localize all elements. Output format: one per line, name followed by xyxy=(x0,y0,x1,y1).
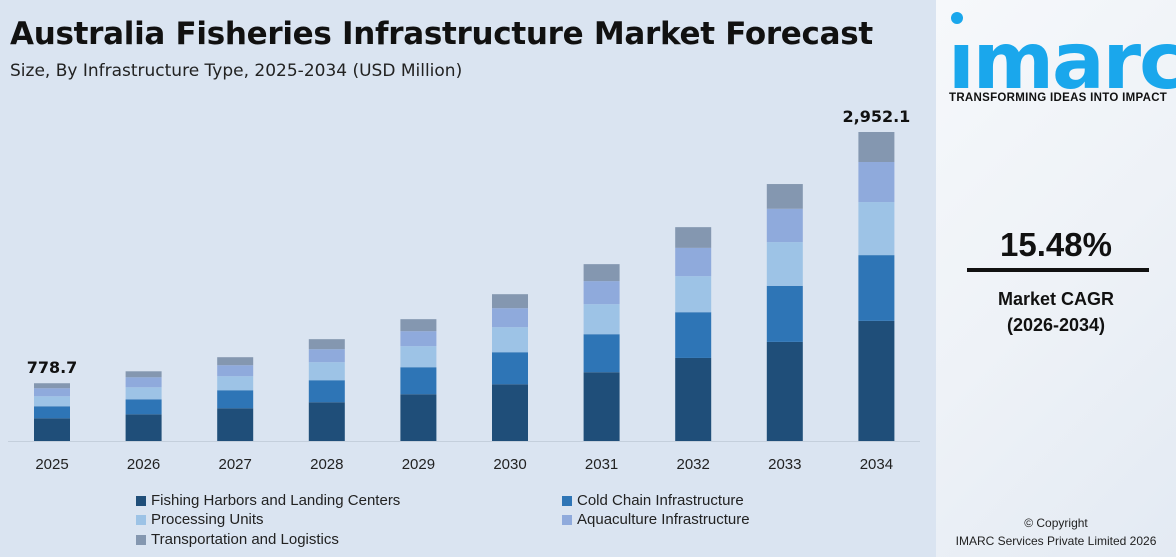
x-tick-label: 2032 xyxy=(677,456,710,473)
bar-segment-2029-3 xyxy=(400,331,437,347)
bar-segment-2027-1 xyxy=(217,390,254,409)
bar-segment-2030-4 xyxy=(492,294,528,309)
bar-segment-2034-0 xyxy=(858,320,895,441)
bar-segment-2032-0 xyxy=(675,357,712,441)
copyright-text: © Copyright xyxy=(1024,516,1088,530)
bar-segment-2034-4 xyxy=(858,132,895,163)
bar-segment-2032-1 xyxy=(675,312,712,358)
bar-segment-2033-1 xyxy=(766,285,803,342)
legend-item: Aquaculture Infrastructure xyxy=(562,511,750,528)
bar-segment-2033-3 xyxy=(766,208,803,243)
copyright: © Copyright IMARC Services Private Limit… xyxy=(936,514,1176,550)
bar-segment-2025-1 xyxy=(34,406,70,419)
bar-segment-2034-3 xyxy=(858,162,895,203)
bar-segment-2026-0 xyxy=(125,414,162,441)
bar-segment-2026-2 xyxy=(125,387,162,400)
bar-segment-2026-1 xyxy=(125,399,162,415)
data-label: 778.7 xyxy=(27,358,78,377)
bar-segment-2025-3 xyxy=(34,388,70,397)
bar-segment-2030-3 xyxy=(492,308,528,328)
legend-swatch xyxy=(136,534,146,545)
x-tick-label: 2027 xyxy=(219,456,252,473)
bar-segment-2031-2 xyxy=(583,304,620,335)
divider xyxy=(967,268,1149,272)
bar-segment-2028-4 xyxy=(308,339,345,350)
x-tick-label: 2029 xyxy=(402,456,435,473)
legend-label: Processing Units xyxy=(151,511,264,528)
bar-segment-2032-4 xyxy=(675,227,712,248)
bar-segment-2029-1 xyxy=(400,367,437,395)
x-tick-label: 2033 xyxy=(768,456,801,473)
bar-segment-2031-1 xyxy=(583,334,620,373)
bar-segment-2032-2 xyxy=(675,276,712,313)
legend-label: Cold Chain Infrastructure xyxy=(577,492,744,509)
bar-segment-2027-4 xyxy=(217,357,254,366)
bar-segment-2028-1 xyxy=(308,380,345,403)
chart-title: Australia Fisheries Infrastructure Marke… xyxy=(10,16,873,52)
bar-segment-2025-4 xyxy=(34,383,70,389)
legend-item: Fishing Harbors and Landing Centers xyxy=(136,492,400,509)
x-tick-label: 2031 xyxy=(585,456,618,473)
x-tick-label: 2030 xyxy=(493,456,526,473)
x-tick-label: 2026 xyxy=(127,456,160,473)
svg-text:ımarc: ımarc xyxy=(948,17,1176,92)
bar-segment-2028-3 xyxy=(308,349,345,363)
data-label: 2,952.1 xyxy=(842,107,910,126)
legend-swatch xyxy=(562,514,572,525)
bar-segment-2029-4 xyxy=(400,319,437,332)
legend-item: Processing Units xyxy=(136,511,264,528)
bar-segment-2032-3 xyxy=(675,247,712,277)
bar-segment-2027-2 xyxy=(217,376,254,391)
legend-item: Cold Chain Infrastructure xyxy=(562,492,744,509)
chart-panel: Australia Fisheries Infrastructure Marke… xyxy=(8,16,920,548)
bar-segment-2033-4 xyxy=(766,184,803,209)
cagr-period: (2026-2034) xyxy=(1006,315,1106,335)
cagr-value: 15.48% xyxy=(1000,226,1112,263)
legend-swatch xyxy=(562,495,572,506)
bar-segment-2029-2 xyxy=(400,346,437,368)
stacked-bar-chart: 2025 778.7 2026 2027 2028 2029 2030 2031 2032 203… xyxy=(8,107,920,473)
bar-segment-2027-3 xyxy=(217,365,254,377)
company-name: IMARC Services Private Limited 2026 xyxy=(955,534,1157,548)
bar-segment-2028-2 xyxy=(308,362,345,381)
bar-segment-2029-0 xyxy=(400,394,437,441)
legend-swatch xyxy=(136,514,146,525)
cagr-label: Market CAGR (2026-2034) xyxy=(936,286,1176,338)
bar-segment-2025-0 xyxy=(34,418,70,441)
bar-segment-2030-2 xyxy=(492,327,528,353)
bar-segment-2026-3 xyxy=(125,377,162,388)
imarc-logo: ımarc xyxy=(948,12,1176,92)
bar-segment-2034-1 xyxy=(858,255,895,321)
bar-segment-2031-4 xyxy=(583,264,620,282)
bar-segment-2026-4 xyxy=(125,371,162,378)
side-panel: ımarc TRANSFORMING IDEAS INTO IMPACT 15.… xyxy=(936,0,1176,557)
bar-segment-2033-0 xyxy=(766,341,803,441)
bar-segment-2031-3 xyxy=(583,281,620,305)
bar-segment-2030-0 xyxy=(492,384,528,441)
x-tick-label: 2028 xyxy=(310,456,343,473)
bar-segment-2027-0 xyxy=(217,408,254,441)
bar-segment-2033-2 xyxy=(766,242,803,286)
legend-label: Fishing Harbors and Landing Centers xyxy=(151,492,401,509)
x-tick-label: 2034 xyxy=(860,456,893,473)
x-tick-label: 2025 xyxy=(35,456,68,473)
bar-segment-2031-0 xyxy=(583,372,620,441)
tagline: TRANSFORMING IDEAS INTO IMPACT xyxy=(949,92,1168,104)
bar-segment-2030-1 xyxy=(492,352,528,385)
chart-subtitle: Size, By Infrastructure Type, 2025-2034 … xyxy=(10,61,463,81)
bar-segment-2028-0 xyxy=(308,402,345,441)
cagr-label-text: Market CAGR xyxy=(997,289,1115,309)
bar-segment-2025-2 xyxy=(34,396,70,407)
legend-label: Aquaculture Infrastructure xyxy=(577,511,750,528)
legend-swatch xyxy=(136,495,146,506)
bar-segment-2034-2 xyxy=(858,202,895,256)
legend-item: Transportation and Logistics xyxy=(136,531,339,548)
legend-label: Transportation and Logistics xyxy=(151,531,339,548)
